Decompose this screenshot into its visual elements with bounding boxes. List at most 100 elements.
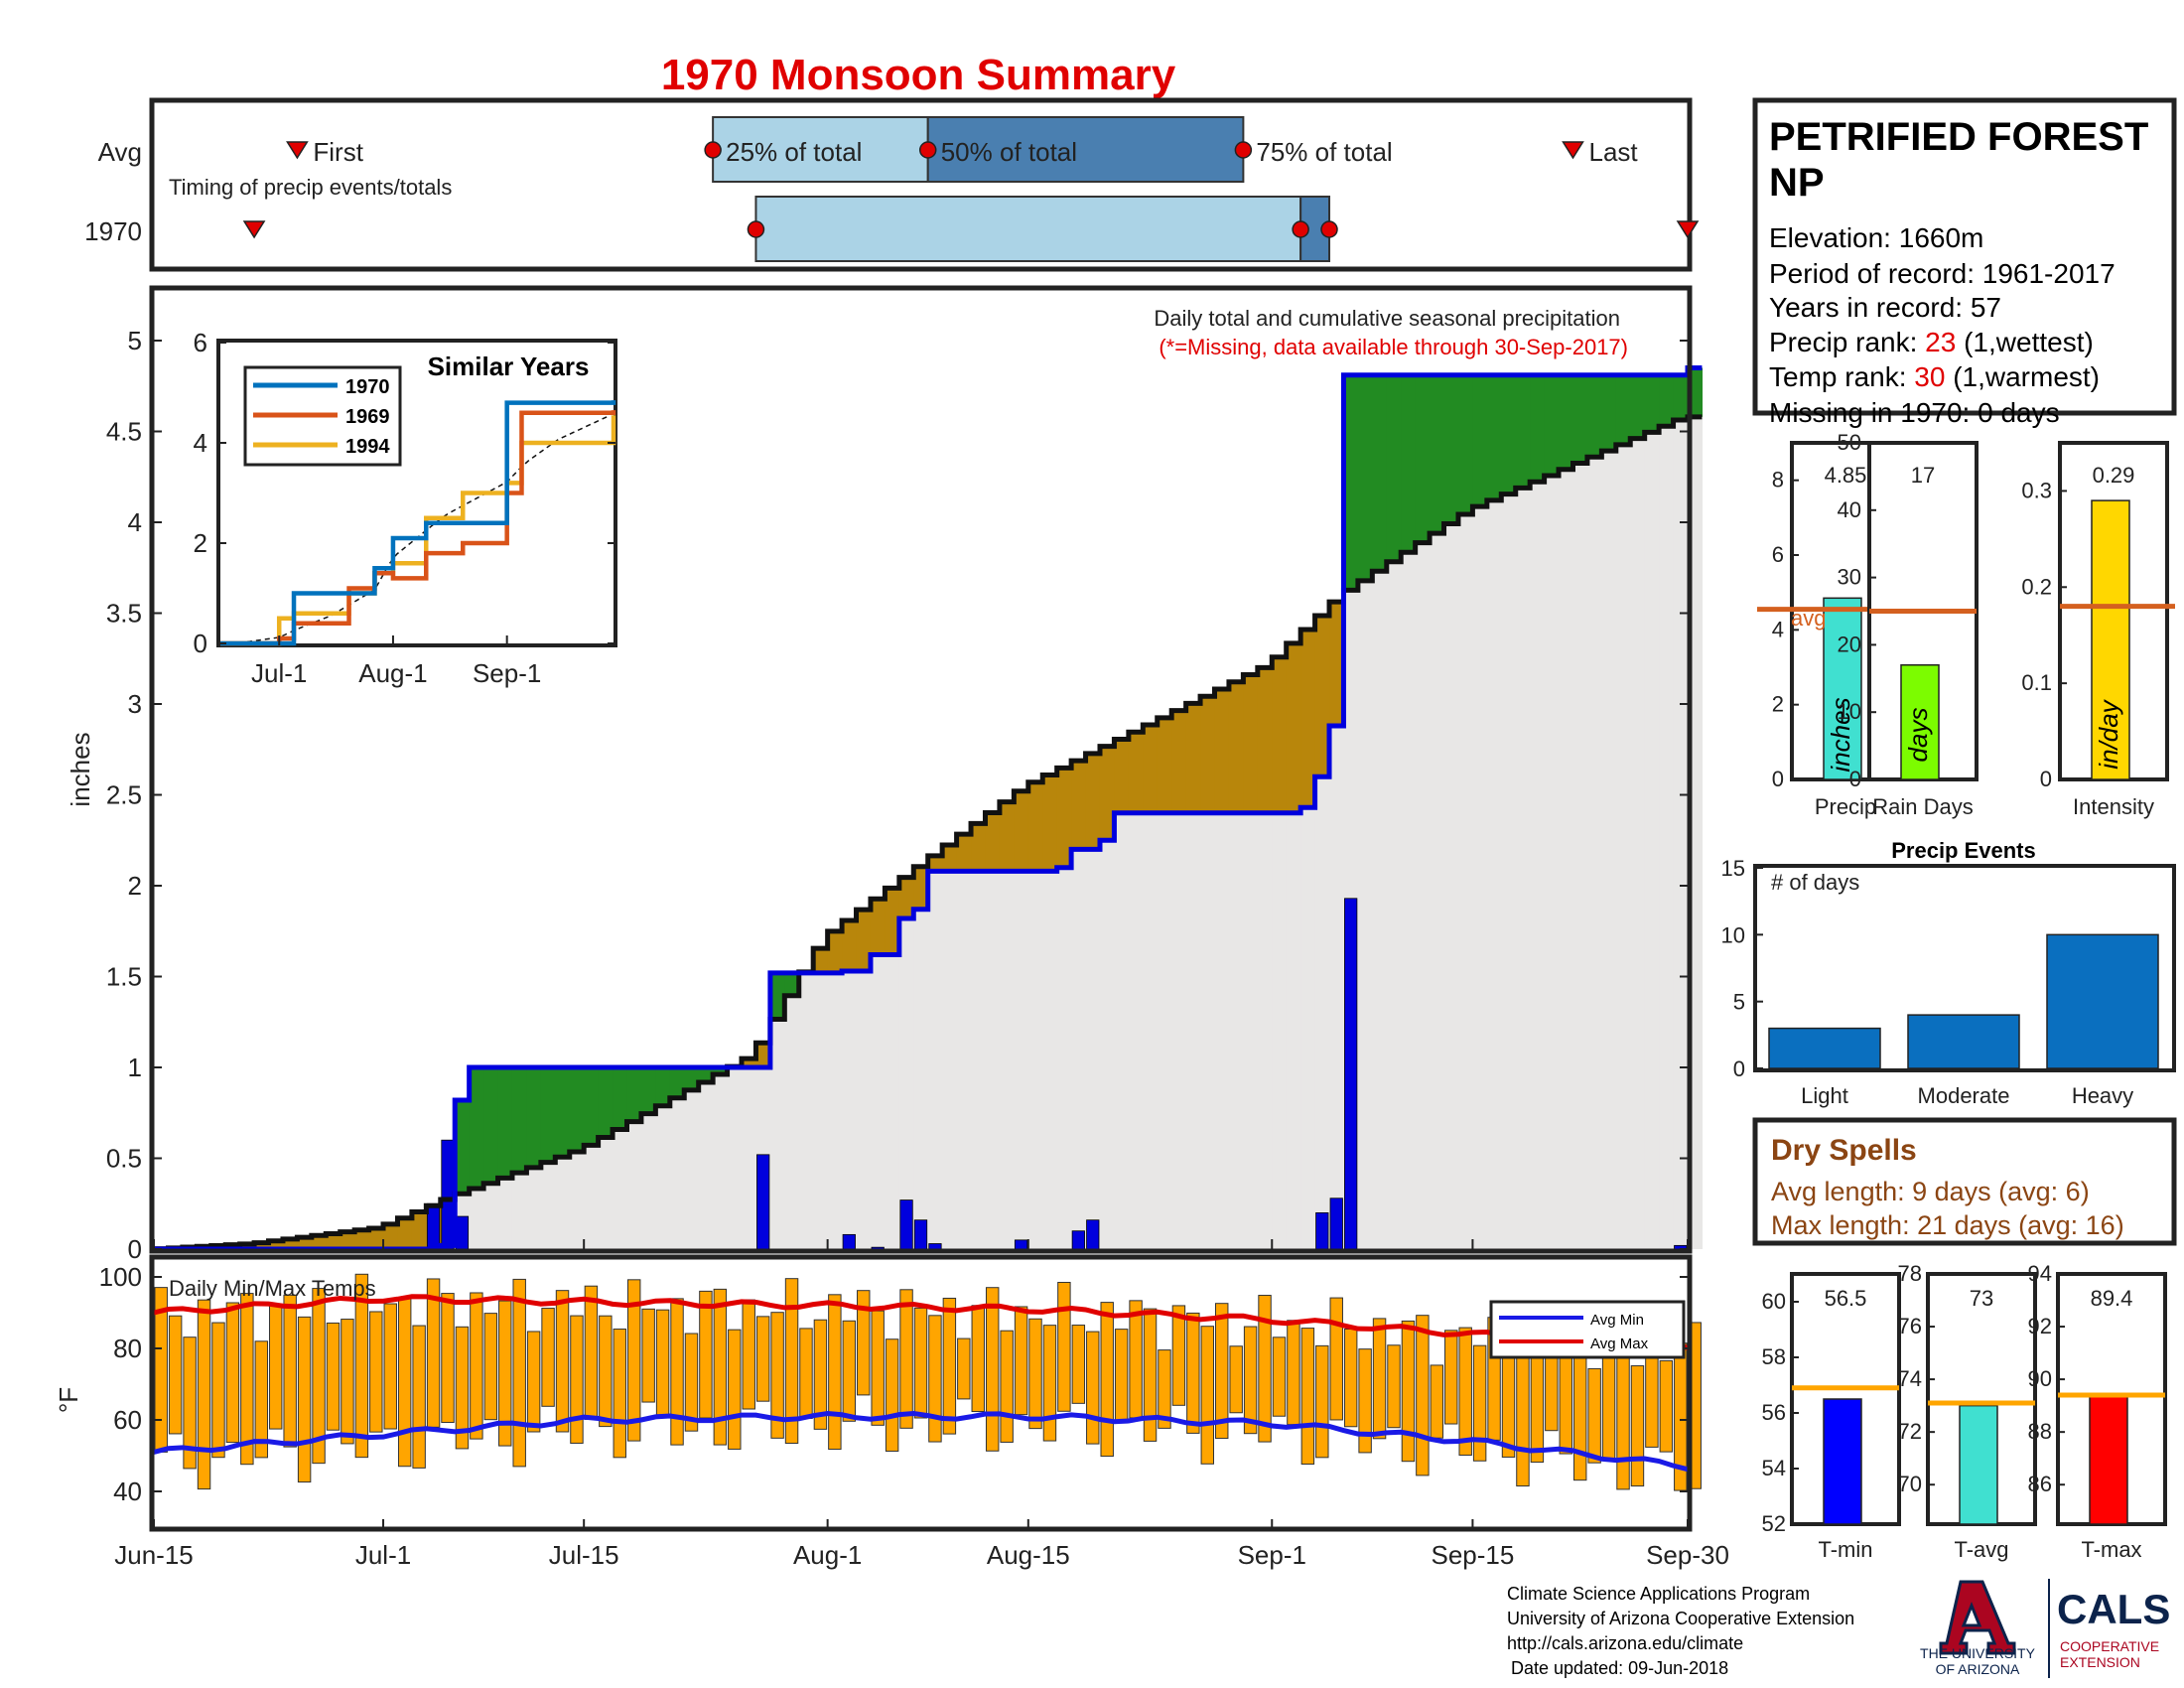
above-average-fill [555, 1067, 571, 1158]
daily-temp-bar [626, 1279, 641, 1442]
precip-avg-label: avg [1791, 606, 1826, 631]
cumulative-base-fill [469, 1189, 484, 1249]
precip-y-tick-label: 5 [128, 326, 142, 355]
station-name-line2: NP [1769, 161, 1825, 205]
daily-temp-bar [1086, 1331, 1100, 1445]
daily-precip-bar [1014, 1239, 1028, 1250]
daily-temp-bar [312, 1288, 326, 1465]
below-average-fill [985, 812, 1001, 872]
daily-temp-bar [183, 1336, 197, 1470]
daily-temp-bar [441, 1293, 455, 1424]
cumulative-base-fill [1185, 812, 1201, 1249]
above-average-fill [713, 1067, 729, 1075]
daily-precip-bar [913, 1219, 928, 1250]
tbar-y-tick-label: 94 [2028, 1261, 2052, 1286]
cumulative-base-fill [1372, 571, 1388, 1249]
cumulative-base-fill [1515, 488, 1531, 1250]
below-average-fill [368, 1227, 384, 1249]
temp-rank-value: 30 [1914, 361, 1945, 392]
daily-temp-bar [1071, 1325, 1086, 1404]
period-of-record: Period of record: 1961-2017 [1769, 258, 2116, 289]
timing-y1970-q1 [754, 196, 1302, 262]
timing-bars [242, 116, 1700, 262]
daily-temp-bar [699, 1290, 713, 1419]
mini-xlabel-intensity: Intensity [2073, 794, 2154, 819]
date-tick-label: Sep-1 [1238, 1540, 1306, 1570]
below-average-fill [1042, 774, 1058, 872]
below-average-fill [1228, 681, 1244, 813]
cumulative-base-fill [769, 1019, 785, 1249]
precip-y-tick-label: 2 [128, 871, 142, 901]
mini-unit-intensity: in/day [2094, 698, 2123, 769]
daily-temp-bar [684, 1333, 699, 1432]
daily-temp-bar [1401, 1320, 1416, 1463]
inset-ticks: 0 2 4 6 Jul-1 Aug-1 Sep-1 [194, 328, 615, 688]
events-bar-light [1768, 1027, 1881, 1069]
cumulative-base-fill [1443, 523, 1459, 1249]
above-average-fill [469, 1067, 484, 1189]
cumulative-base-fill [1430, 533, 1445, 1249]
daily-temp-bar [1215, 1303, 1229, 1440]
below-average-fill [1114, 739, 1130, 813]
mini-y-tick-label: 8 [1772, 468, 1784, 492]
above-average-fill [1501, 374, 1517, 494]
daily-temp-bar [1028, 1318, 1042, 1430]
below-average-fill [827, 930, 843, 973]
tbar-y-tick-label: 58 [1762, 1344, 1786, 1369]
timing-y1970-pct-marker [1320, 220, 1338, 238]
above-average-fill [1457, 374, 1474, 514]
below-average-fill [971, 823, 987, 872]
daily-temp-bar [211, 1322, 225, 1459]
daily-temp-bar [899, 1289, 913, 1429]
footer-line2: University of Arizona Cooperative Extens… [1507, 1609, 1854, 1628]
events-xlabel: Light [1801, 1083, 1848, 1108]
daily-temp-bar [1042, 1325, 1057, 1442]
daily-temp-bar [942, 1297, 957, 1435]
mini-value-rain_days: 17 [1911, 463, 1935, 488]
cumulative-base-fill [1027, 871, 1043, 1249]
cumulative-base-fill [885, 954, 900, 1249]
daily-temp-bar [354, 1273, 369, 1459]
daily-temp-bar [397, 1298, 412, 1468]
cumulative-base-fill [555, 1157, 571, 1249]
daily-temp-bar [512, 1278, 526, 1468]
cumulative-base-fill [1572, 463, 1588, 1249]
daily-temp-bar [1343, 1329, 1358, 1428]
below-average-fill [1257, 667, 1273, 813]
cumulative-base-fill [584, 1145, 600, 1249]
above-average-fill [1644, 374, 1660, 433]
precip-y-ticks: 0 0.5 1 1.5 2 2.5 3 3.5 4 4.5 5 [106, 326, 1690, 1264]
events-bar-heavy [2046, 933, 2159, 1069]
cumulative-base-fill [856, 971, 872, 1249]
cumulative-base-fill [1171, 812, 1187, 1249]
below-average-fill [1329, 602, 1345, 726]
above-average-fill [769, 972, 785, 1020]
mini-y-tick-label: 40 [1838, 497, 1861, 522]
below-average-fill [870, 899, 887, 955]
timing-avg-q2 [926, 116, 1245, 183]
below-average-fill [1071, 761, 1087, 850]
cumulative-base-fill [1314, 776, 1330, 1249]
mini-y-tick-label: 0 [2040, 767, 2052, 791]
above-average-fill [1343, 374, 1359, 591]
timing-y1970-first-marker [242, 220, 266, 239]
date-tick-label: Sep-15 [1431, 1540, 1514, 1570]
events-y-label: # of days [1771, 870, 1859, 895]
cumulative-base-fill [497, 1178, 513, 1249]
daily-temp-bar [412, 1325, 426, 1469]
tbar-y-tick-label: 52 [1762, 1511, 1786, 1536]
tbar-xlabel-tavg: T-avg [1954, 1537, 2008, 1562]
daily-temp-bar [526, 1331, 541, 1433]
cumulative-base-fill [1085, 849, 1101, 1249]
inset-average-line [219, 414, 611, 644]
daily-temp-bar [985, 1287, 1000, 1452]
above-average-fill [1530, 374, 1546, 483]
below-average-fill [1314, 616, 1330, 777]
mini-bar-rain_days [1900, 663, 1940, 780]
below-average-fill [1214, 688, 1230, 813]
cumulative-base-fill [1544, 475, 1560, 1249]
tbar-y-tick-label: 74 [1898, 1366, 1922, 1391]
below-average-fill [282, 1238, 298, 1249]
cumulative-base-fill [526, 1167, 542, 1249]
timing-y1970-pct-marker [1292, 220, 1309, 238]
